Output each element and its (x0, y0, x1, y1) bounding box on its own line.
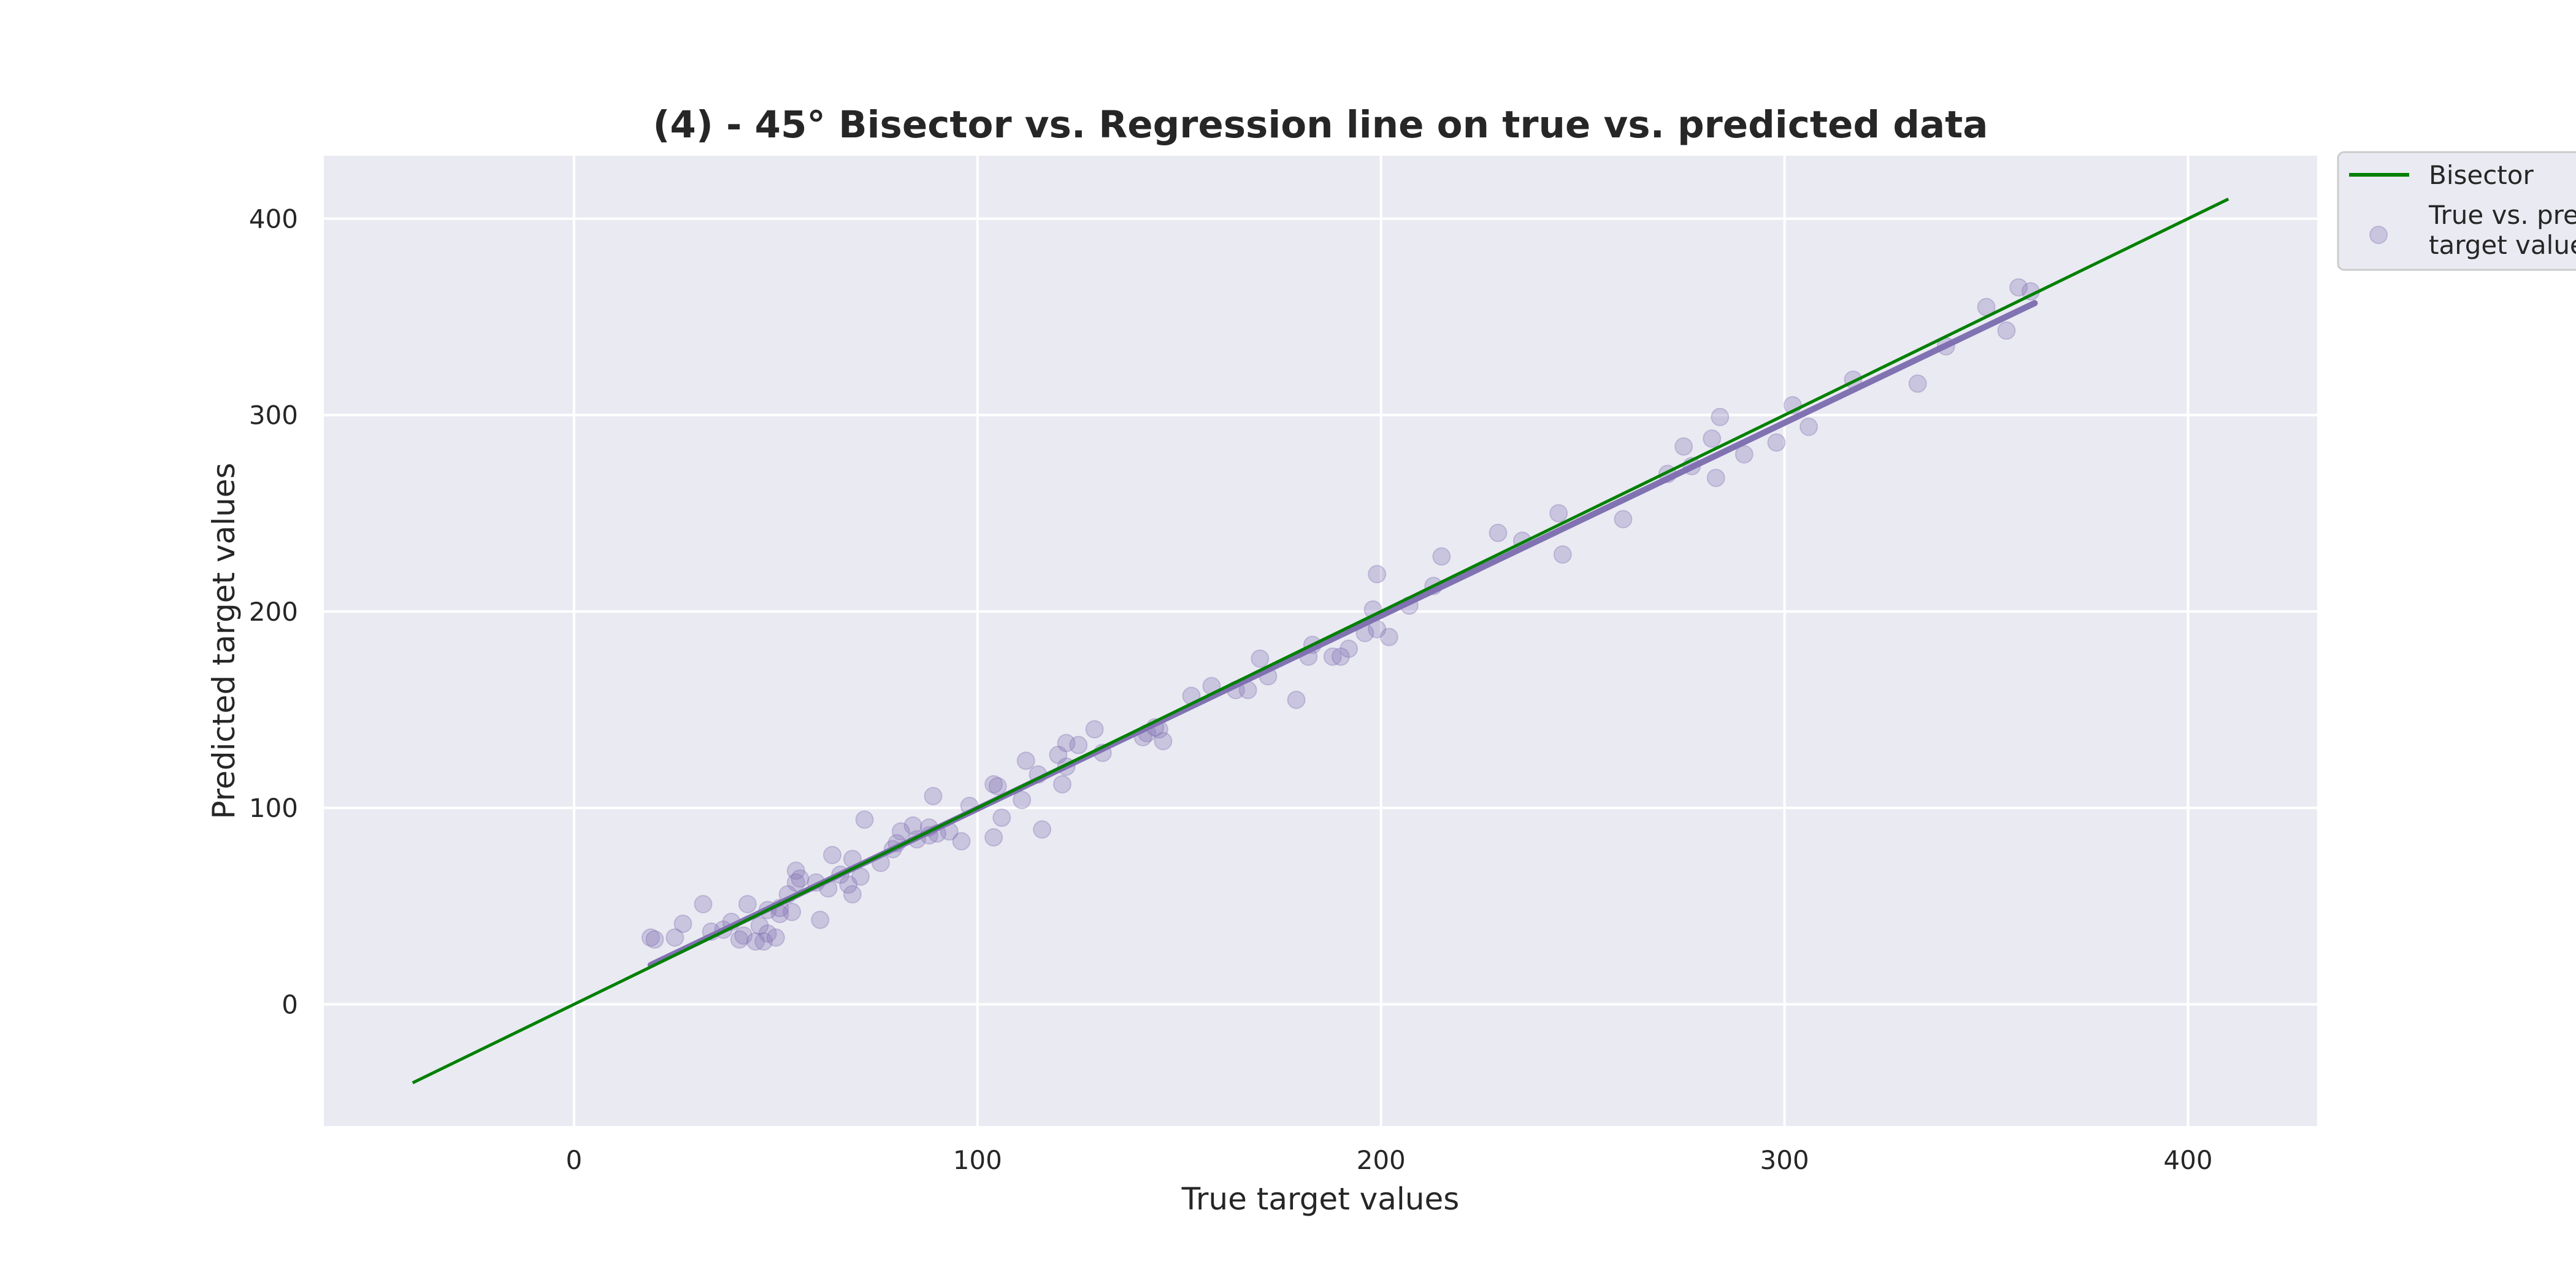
data-point (1033, 820, 1052, 839)
data-point (1614, 510, 1633, 529)
y-tick-label: 300 (249, 401, 298, 431)
x-tick-label: 0 (566, 1145, 583, 1175)
legend-bisector-label: Bisector (2429, 160, 2534, 190)
legend-frame (2337, 151, 2576, 271)
data-point (1355, 624, 1374, 643)
data-point (1489, 523, 1508, 542)
data-point (754, 932, 773, 951)
data-point (988, 776, 1007, 795)
bisector-line (412, 197, 2229, 1084)
data-point (641, 928, 660, 947)
data-point (1238, 681, 1257, 700)
legend-points-label-line-1: True vs. pre (2428, 200, 2576, 230)
ticks: 0 100 200 300 400 0 100 200 300 400 (249, 204, 2213, 1175)
data-point (1997, 321, 2016, 340)
x-tick-label: 200 (1357, 1145, 1406, 1175)
data-point (811, 910, 830, 929)
data-point (855, 810, 874, 829)
data-point (1049, 745, 1068, 764)
data-point (750, 916, 769, 935)
data-point (2009, 278, 2028, 297)
data-point (766, 928, 785, 947)
data-point (746, 932, 765, 951)
data-point (1154, 732, 1173, 751)
data-point (952, 832, 971, 851)
data-point (1069, 735, 1088, 754)
data-point (694, 895, 713, 914)
data-point (851, 867, 870, 886)
data-point (1368, 565, 1387, 584)
data-point (1908, 374, 1927, 393)
data-point (730, 930, 749, 949)
chart-title: (4) - 45° Bisector vs. Regression line o… (653, 103, 1988, 147)
data-point (822, 846, 841, 865)
data-point (1052, 775, 1071, 794)
legend-points-label-line-2: target value (2429, 230, 2576, 260)
x-tick-label: 300 (1760, 1145, 1809, 1175)
series-layer (412, 197, 2229, 1084)
data-point (903, 816, 922, 835)
data-point (1674, 437, 1693, 456)
y-axis-label: Predicted target values (206, 462, 242, 819)
data-point (924, 786, 943, 805)
data-point (1016, 751, 1035, 770)
data-point (665, 928, 684, 947)
y-tick-label: 100 (249, 793, 298, 823)
data-point (1767, 433, 1786, 452)
data-point (1368, 619, 1387, 638)
data-point (839, 875, 858, 894)
data-point (786, 861, 805, 880)
data-point (1711, 407, 1730, 426)
data-point (1085, 720, 1104, 739)
data-point (1800, 417, 1819, 436)
data-point (758, 924, 777, 943)
legend: Bisector True vs. pre target value (2337, 151, 2576, 271)
y-tick-label: 400 (249, 204, 298, 234)
data-point (1553, 545, 1572, 564)
data-point (1251, 649, 1270, 668)
data-point (1706, 469, 1725, 488)
data-point (738, 895, 757, 914)
y-tick-label: 200 (249, 597, 298, 627)
y-tick-label: 0 (282, 989, 298, 1019)
data-point (1331, 647, 1350, 666)
data-point (786, 873, 805, 892)
x-axis-label: True target values (1181, 1181, 1460, 1217)
data-point (1549, 504, 1568, 523)
data-point (1379, 627, 1398, 646)
x-tick-label: 100 (953, 1145, 1002, 1175)
data-point (992, 808, 1011, 827)
data-point (1287, 691, 1306, 710)
data-point (984, 775, 1003, 794)
data-point (984, 828, 1003, 847)
x-tick-label: 400 (2163, 1145, 2212, 1175)
data-point (734, 926, 753, 945)
grid (324, 156, 2317, 1126)
data-point (843, 885, 862, 904)
data-point (791, 869, 810, 888)
data-point (1340, 639, 1359, 658)
data-point (673, 914, 692, 933)
data-point (1703, 429, 1722, 448)
data-point (1013, 791, 1032, 810)
data-point (783, 902, 802, 921)
legend-points-swatch (2369, 226, 2388, 244)
data-point (1057, 734, 1076, 753)
data-point (1432, 547, 1451, 566)
data-point (645, 930, 664, 949)
data-point (1323, 647, 1342, 666)
data-point (891, 822, 910, 841)
data-point (1735, 445, 1754, 464)
